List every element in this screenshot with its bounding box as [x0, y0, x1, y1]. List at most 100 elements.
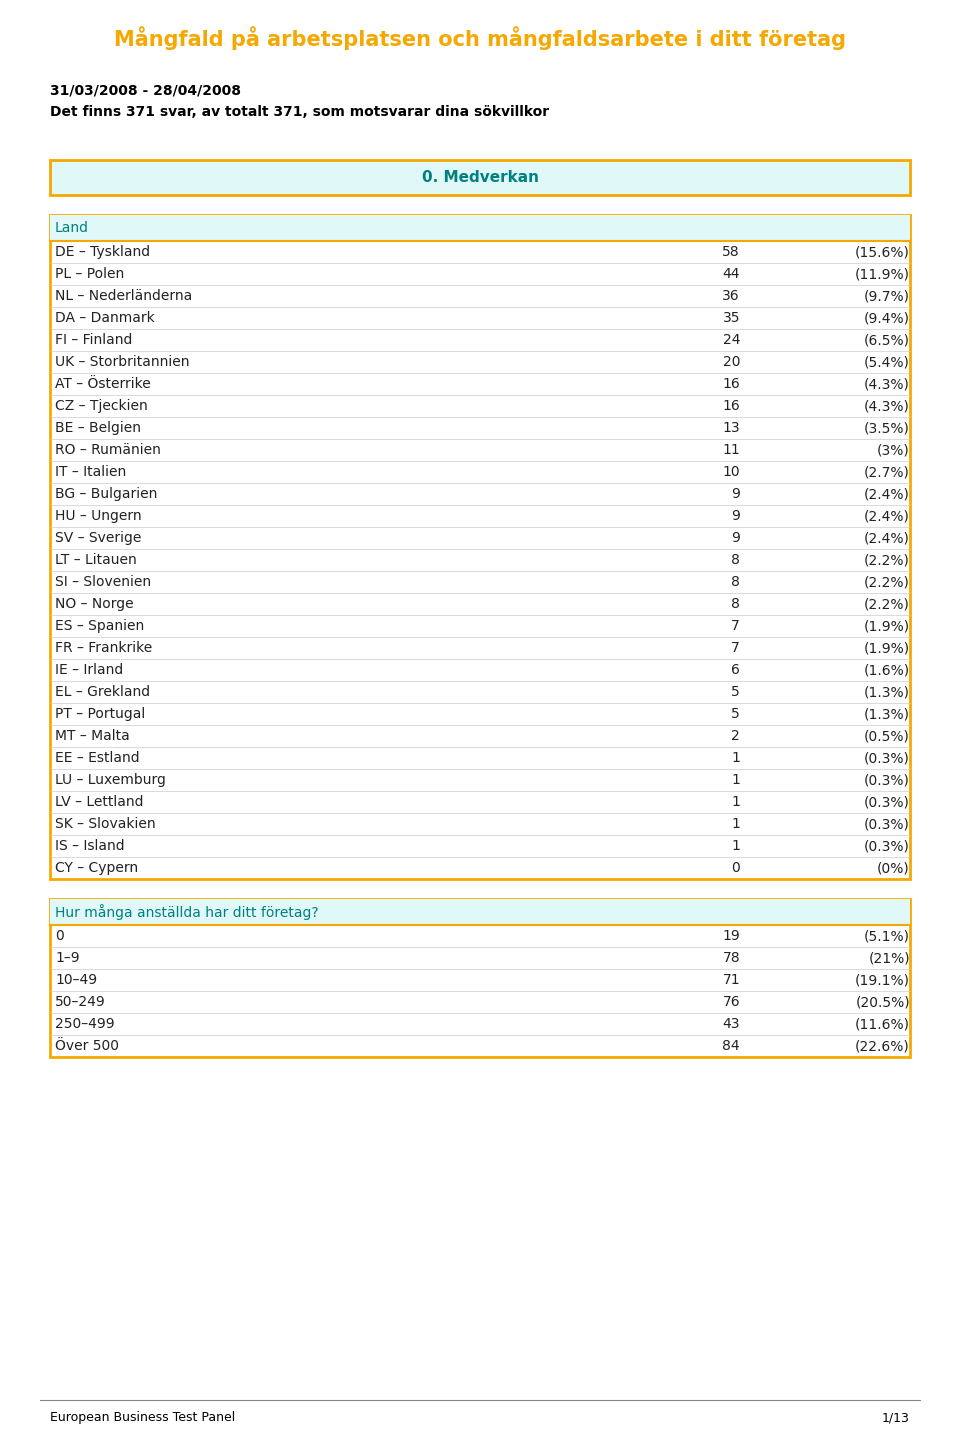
FancyBboxPatch shape — [50, 160, 910, 194]
Text: 5: 5 — [732, 707, 740, 721]
Text: (0.3%): (0.3%) — [864, 795, 910, 809]
Text: 8: 8 — [732, 598, 740, 611]
Text: 20: 20 — [723, 356, 740, 369]
Text: FR – Frankrike: FR – Frankrike — [55, 641, 153, 655]
Text: 8: 8 — [732, 575, 740, 589]
Text: (3%): (3%) — [877, 444, 910, 456]
Text: (2.7%): (2.7%) — [864, 465, 910, 480]
Text: (4.3%): (4.3%) — [864, 399, 910, 413]
Text: Hur många anställda har ditt företag?: Hur många anställda har ditt företag? — [55, 904, 319, 920]
Text: ES – Spanien: ES – Spanien — [55, 619, 144, 634]
Text: 1: 1 — [732, 840, 740, 852]
Text: DA – Danmark: DA – Danmark — [55, 311, 155, 325]
Text: 44: 44 — [723, 266, 740, 281]
Text: (2.2%): (2.2%) — [864, 575, 910, 589]
Text: 31/03/2008 - 28/04/2008: 31/03/2008 - 28/04/2008 — [50, 84, 241, 96]
FancyBboxPatch shape — [50, 215, 910, 878]
Text: 9: 9 — [732, 531, 740, 544]
Text: 16: 16 — [722, 377, 740, 392]
Text: (2.2%): (2.2%) — [864, 553, 910, 567]
Text: 24: 24 — [723, 333, 740, 347]
Text: (1.9%): (1.9%) — [864, 641, 910, 655]
Text: (9.4%): (9.4%) — [864, 311, 910, 325]
Text: (1.3%): (1.3%) — [864, 685, 910, 698]
Text: (0.3%): (0.3%) — [864, 816, 910, 831]
Text: (1.6%): (1.6%) — [864, 662, 910, 677]
Text: (0.3%): (0.3%) — [864, 840, 910, 852]
Text: FI – Finland: FI – Finland — [55, 333, 132, 347]
Text: IE – Irland: IE – Irland — [55, 662, 123, 677]
Text: 1: 1 — [732, 773, 740, 788]
Text: CZ – Tjeckien: CZ – Tjeckien — [55, 399, 148, 413]
Text: (5.1%): (5.1%) — [864, 929, 910, 943]
Text: 0. Medverkan: 0. Medverkan — [421, 170, 539, 184]
Text: European Business Test Panel: European Business Test Panel — [50, 1411, 235, 1424]
Text: 9: 9 — [732, 487, 740, 501]
Text: 9: 9 — [732, 508, 740, 523]
Text: (6.5%): (6.5%) — [864, 333, 910, 347]
Text: 36: 36 — [722, 289, 740, 302]
Text: 6: 6 — [732, 662, 740, 677]
Text: LU – Luxemburg: LU – Luxemburg — [55, 773, 166, 788]
Text: BE – Belgien: BE – Belgien — [55, 420, 141, 435]
Text: LV – Lettland: LV – Lettland — [55, 795, 143, 809]
Text: (1.3%): (1.3%) — [864, 707, 910, 721]
Text: Över 500: Över 500 — [55, 1040, 119, 1053]
Text: CY – Cypern: CY – Cypern — [55, 861, 138, 876]
Text: 50–249: 50–249 — [55, 995, 106, 1009]
Text: 58: 58 — [722, 245, 740, 259]
Text: NO – Norge: NO – Norge — [55, 598, 133, 611]
Text: 250–499: 250–499 — [55, 1017, 114, 1031]
Text: 1: 1 — [732, 752, 740, 765]
Text: 0: 0 — [732, 861, 740, 876]
Text: SV – Sverige: SV – Sverige — [55, 531, 141, 544]
Text: EL – Grekland: EL – Grekland — [55, 685, 150, 698]
Text: 78: 78 — [722, 950, 740, 965]
Text: 76: 76 — [722, 995, 740, 1009]
Text: (20.5%): (20.5%) — [855, 995, 910, 1009]
Text: (9.7%): (9.7%) — [864, 289, 910, 302]
Text: (2.4%): (2.4%) — [864, 531, 910, 544]
Text: 16: 16 — [722, 399, 740, 413]
FancyBboxPatch shape — [50, 215, 910, 240]
Text: SK – Slovakien: SK – Slovakien — [55, 816, 156, 831]
Text: 19: 19 — [722, 929, 740, 943]
Text: PT – Portugal: PT – Portugal — [55, 707, 145, 721]
Text: RO – Rumänien: RO – Rumänien — [55, 444, 161, 456]
Text: Land: Land — [55, 220, 89, 235]
Text: BG – Bulgarien: BG – Bulgarien — [55, 487, 157, 501]
Text: (11.9%): (11.9%) — [855, 266, 910, 281]
Text: MT – Malta: MT – Malta — [55, 729, 130, 743]
Text: AT – Österrike: AT – Österrike — [55, 377, 151, 392]
Text: (15.6%): (15.6%) — [855, 245, 910, 259]
Text: PL – Polen: PL – Polen — [55, 266, 124, 281]
Text: (2.4%): (2.4%) — [864, 508, 910, 523]
Text: 35: 35 — [723, 311, 740, 325]
Text: 2: 2 — [732, 729, 740, 743]
Text: 5: 5 — [732, 685, 740, 698]
Text: 13: 13 — [722, 420, 740, 435]
Text: (5.4%): (5.4%) — [864, 356, 910, 369]
Text: (1.9%): (1.9%) — [864, 619, 910, 634]
Text: UK – Storbritannien: UK – Storbritannien — [55, 356, 189, 369]
Text: (0.5%): (0.5%) — [864, 729, 910, 743]
Text: (19.1%): (19.1%) — [855, 973, 910, 986]
Text: (0%): (0%) — [877, 861, 910, 876]
Text: 10: 10 — [722, 465, 740, 480]
Text: (3.5%): (3.5%) — [864, 420, 910, 435]
Text: (2.2%): (2.2%) — [864, 598, 910, 611]
Text: EE – Estland: EE – Estland — [55, 752, 139, 765]
Text: 7: 7 — [732, 641, 740, 655]
Text: 1–9: 1–9 — [55, 950, 80, 965]
Text: 7: 7 — [732, 619, 740, 634]
Text: 8: 8 — [732, 553, 740, 567]
Text: LT – Litauen: LT – Litauen — [55, 553, 136, 567]
Text: Det finns 371 svar, av totalt 371, som motsvarar dina sökvillkor: Det finns 371 svar, av totalt 371, som m… — [50, 105, 549, 120]
Text: 11: 11 — [722, 444, 740, 456]
Text: (0.3%): (0.3%) — [864, 773, 910, 788]
Text: NL – Nederländerna: NL – Nederländerna — [55, 289, 192, 302]
Text: Mångfald på arbetsplatsen och mångfaldsarbete i ditt företag: Mångfald på arbetsplatsen och mångfaldsa… — [114, 26, 846, 50]
Text: (21%): (21%) — [869, 950, 910, 965]
Text: IS – Island: IS – Island — [55, 840, 125, 852]
FancyBboxPatch shape — [50, 899, 910, 1057]
